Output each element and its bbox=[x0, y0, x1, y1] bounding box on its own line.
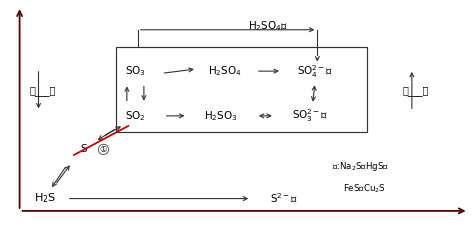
Text: 加___剂: 加___剂 bbox=[29, 86, 55, 96]
Text: S: S bbox=[80, 144, 87, 154]
Text: H$_2$SO$_4$浓: H$_2$SO$_4$浓 bbox=[248, 20, 288, 33]
Text: SO$_2$: SO$_2$ bbox=[125, 109, 146, 123]
Text: ①: ① bbox=[100, 145, 107, 154]
Text: 加___剂: 加___剂 bbox=[402, 86, 429, 96]
Bar bbox=[117, 47, 367, 131]
Text: H$_2$SO$_4$: H$_2$SO$_4$ bbox=[208, 64, 242, 78]
Text: FeS、Cu$_2$S: FeS、Cu$_2$S bbox=[343, 182, 386, 195]
Text: H$_2$S: H$_2$S bbox=[34, 192, 56, 205]
Text: 如:Na$_2$S、HgS、: 如:Na$_2$S、HgS、 bbox=[331, 160, 389, 173]
Text: S$^{2-}$盐: S$^{2-}$盐 bbox=[270, 192, 298, 205]
Text: H$_2$SO$_3$: H$_2$SO$_3$ bbox=[204, 109, 237, 123]
Text: SO$_3^{2-}$盐: SO$_3^{2-}$盐 bbox=[292, 108, 328, 124]
Text: SO$_3$: SO$_3$ bbox=[125, 64, 146, 78]
Text: SO$_4^{2-}$盐: SO$_4^{2-}$盐 bbox=[297, 63, 333, 79]
